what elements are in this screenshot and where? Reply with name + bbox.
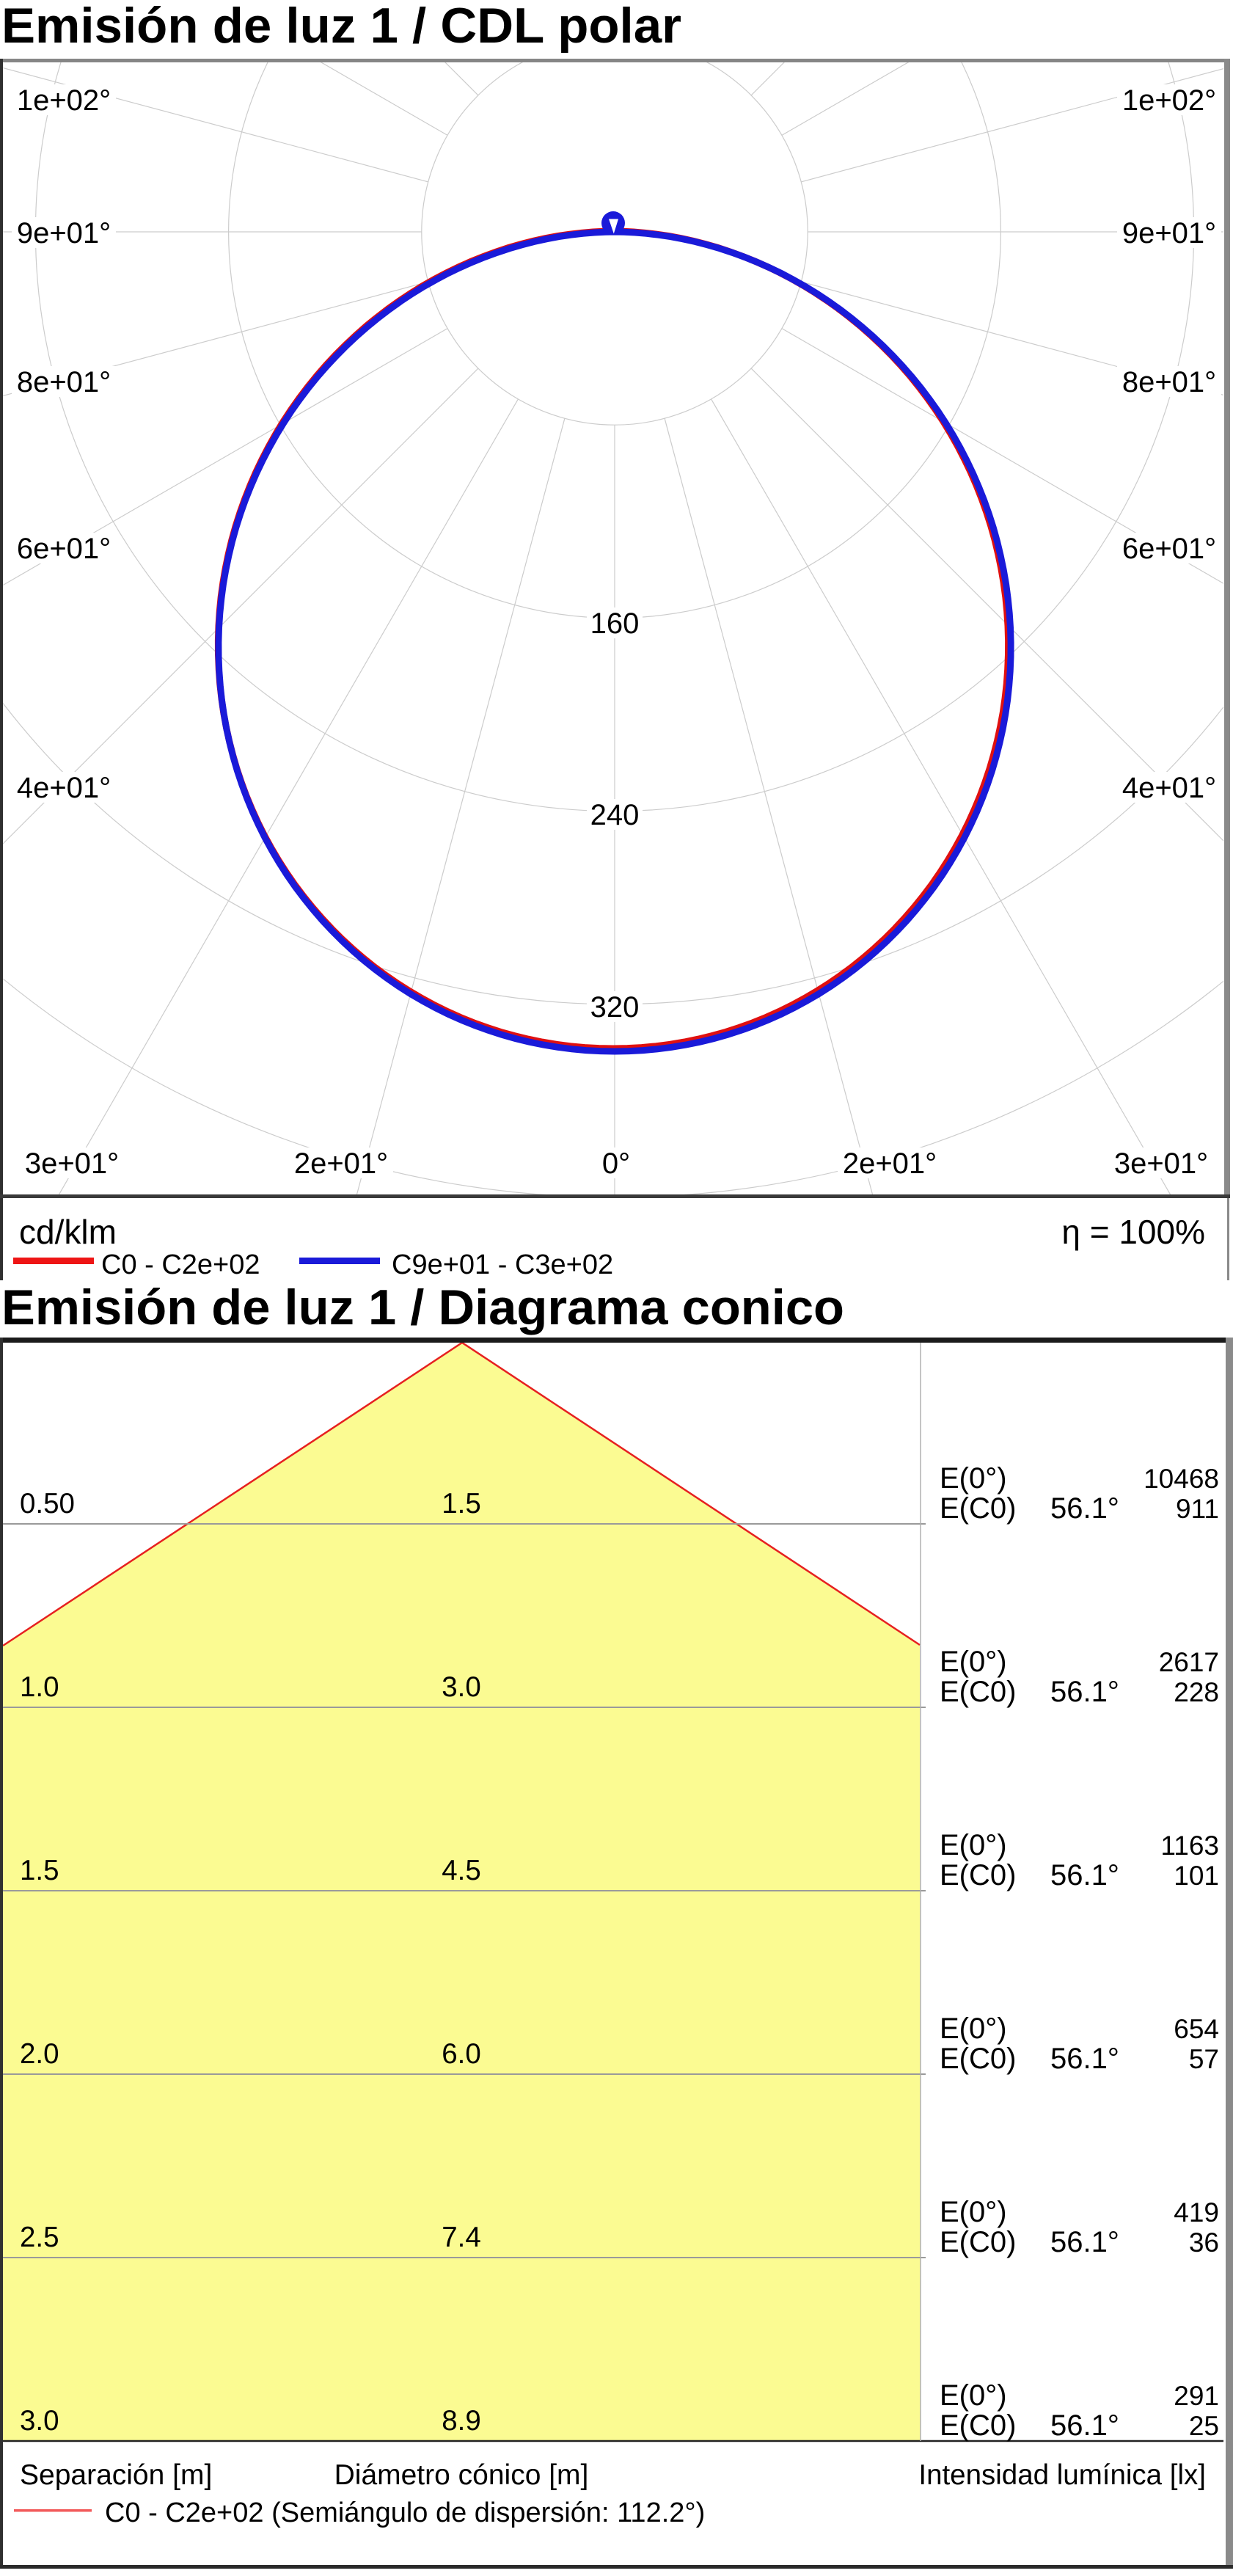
svg-text:36: 36 <box>1189 2227 1219 2258</box>
svg-text:56.1°: 56.1° <box>1050 1492 1119 1525</box>
svg-text:C0 - C2e+02: C0 - C2e+02 <box>101 1249 260 1280</box>
svg-text:3e+01°: 3e+01° <box>25 1147 119 1180</box>
svg-text:419: 419 <box>1174 2197 1219 2227</box>
svg-text:7.4: 7.4 <box>442 2222 481 2253</box>
svg-text:Diámetro cónico [m]: Diámetro cónico [m] <box>334 2459 589 2491</box>
svg-text:Emisión de luz 1 / CDL polar: Emisión de luz 1 / CDL polar <box>1 0 681 54</box>
svg-text:E(C0): E(C0) <box>940 1859 1016 1891</box>
svg-text:2617: 2617 <box>1159 1647 1219 1677</box>
svg-text:E(C0): E(C0) <box>940 1492 1016 1525</box>
svg-text:56.1°: 56.1° <box>1050 2409 1119 2442</box>
svg-text:3e+01°: 3e+01° <box>1114 1147 1208 1180</box>
svg-text:9e+01°: 9e+01° <box>1122 217 1216 249</box>
svg-text:6.0: 6.0 <box>442 2038 481 2070</box>
svg-text:101: 101 <box>1174 1861 1219 1891</box>
svg-text:E(C0): E(C0) <box>940 1676 1016 1708</box>
svg-text:1.5: 1.5 <box>20 1855 59 1886</box>
svg-text:2.5: 2.5 <box>20 2222 59 2253</box>
svg-text:E(0°): E(0°) <box>940 2379 1007 2412</box>
svg-text:911: 911 <box>1176 1494 1219 1524</box>
svg-text:E(0°): E(0°) <box>940 2013 1007 2045</box>
svg-text:8.9: 8.9 <box>442 2405 481 2437</box>
svg-text:E(0°): E(0°) <box>940 1462 1007 1495</box>
svg-text:654: 654 <box>1174 2014 1219 2044</box>
svg-text:10468: 10468 <box>1144 1464 1219 1494</box>
svg-text:4e+01°: 4e+01° <box>1122 772 1216 804</box>
svg-text:E(C0): E(C0) <box>940 2043 1016 2075</box>
svg-text:E(C0): E(C0) <box>940 2226 1016 2258</box>
svg-text:E(0°): E(0°) <box>940 1646 1007 1678</box>
svg-text:56.1°: 56.1° <box>1050 2043 1119 2075</box>
svg-text:8e+01°: 8e+01° <box>1122 366 1216 398</box>
svg-text:6e+01°: 6e+01° <box>1122 533 1216 565</box>
svg-text:0°: 0° <box>602 1147 630 1180</box>
svg-text:E(0°): E(0°) <box>940 2196 1007 2228</box>
svg-text:320: 320 <box>590 991 640 1024</box>
svg-text:56.1°: 56.1° <box>1050 1676 1119 1708</box>
svg-text:0.50: 0.50 <box>20 1488 75 1519</box>
svg-text:56.1°: 56.1° <box>1050 2226 1119 2258</box>
svg-text:Intensidad lumínica [lx]: Intensidad lumínica [lx] <box>918 2459 1206 2491</box>
svg-text:8e+01°: 8e+01° <box>17 366 111 398</box>
svg-text:56.1°: 56.1° <box>1050 1859 1119 1891</box>
svg-text:1e+02°: 1e+02° <box>17 84 111 117</box>
svg-text:1e+02°: 1e+02° <box>1122 84 1216 117</box>
svg-text:228: 228 <box>1174 1677 1219 1707</box>
svg-text:1.5: 1.5 <box>442 1488 481 1519</box>
svg-text:57: 57 <box>1189 2044 1219 2074</box>
svg-text:4.5: 4.5 <box>442 1855 481 1886</box>
svg-text:4e+01°: 4e+01° <box>17 772 111 804</box>
svg-text:3.0: 3.0 <box>442 1671 481 1703</box>
svg-text:2.0: 2.0 <box>20 2038 59 2070</box>
svg-text:291: 291 <box>1174 2381 1219 2411</box>
svg-text:E(C0): E(C0) <box>940 2409 1016 2442</box>
svg-text:η = 100%: η = 100% <box>1061 1213 1205 1251</box>
svg-text:1163: 1163 <box>1160 1831 1219 1861</box>
svg-text:25: 25 <box>1189 2411 1219 2441</box>
svg-text:9e+01°: 9e+01° <box>17 217 111 249</box>
svg-text:3.0: 3.0 <box>20 2405 59 2437</box>
svg-text:1.0: 1.0 <box>20 1671 59 1703</box>
svg-text:E(0°): E(0°) <box>940 1829 1007 1861</box>
svg-text:2e+01°: 2e+01° <box>294 1147 388 1180</box>
svg-text:C9e+01 - C3e+02: C9e+01 - C3e+02 <box>392 1249 613 1280</box>
svg-text:2e+01°: 2e+01° <box>843 1147 937 1180</box>
svg-text:Emisión de luz 1 / Diagrama co: Emisión de luz 1 / Diagrama conico <box>1 1280 844 1335</box>
svg-text:6e+01°: 6e+01° <box>17 533 111 565</box>
svg-text:C0 - C2e+02 (Semiángulo de dis: C0 - C2e+02 (Semiángulo de dispersión: 1… <box>105 2497 705 2528</box>
svg-text:240: 240 <box>590 799 640 831</box>
svg-text:Separación [m]: Separación [m] <box>20 2459 212 2491</box>
svg-text:160: 160 <box>590 607 640 640</box>
svg-text:cd/klm: cd/klm <box>19 1213 117 1251</box>
